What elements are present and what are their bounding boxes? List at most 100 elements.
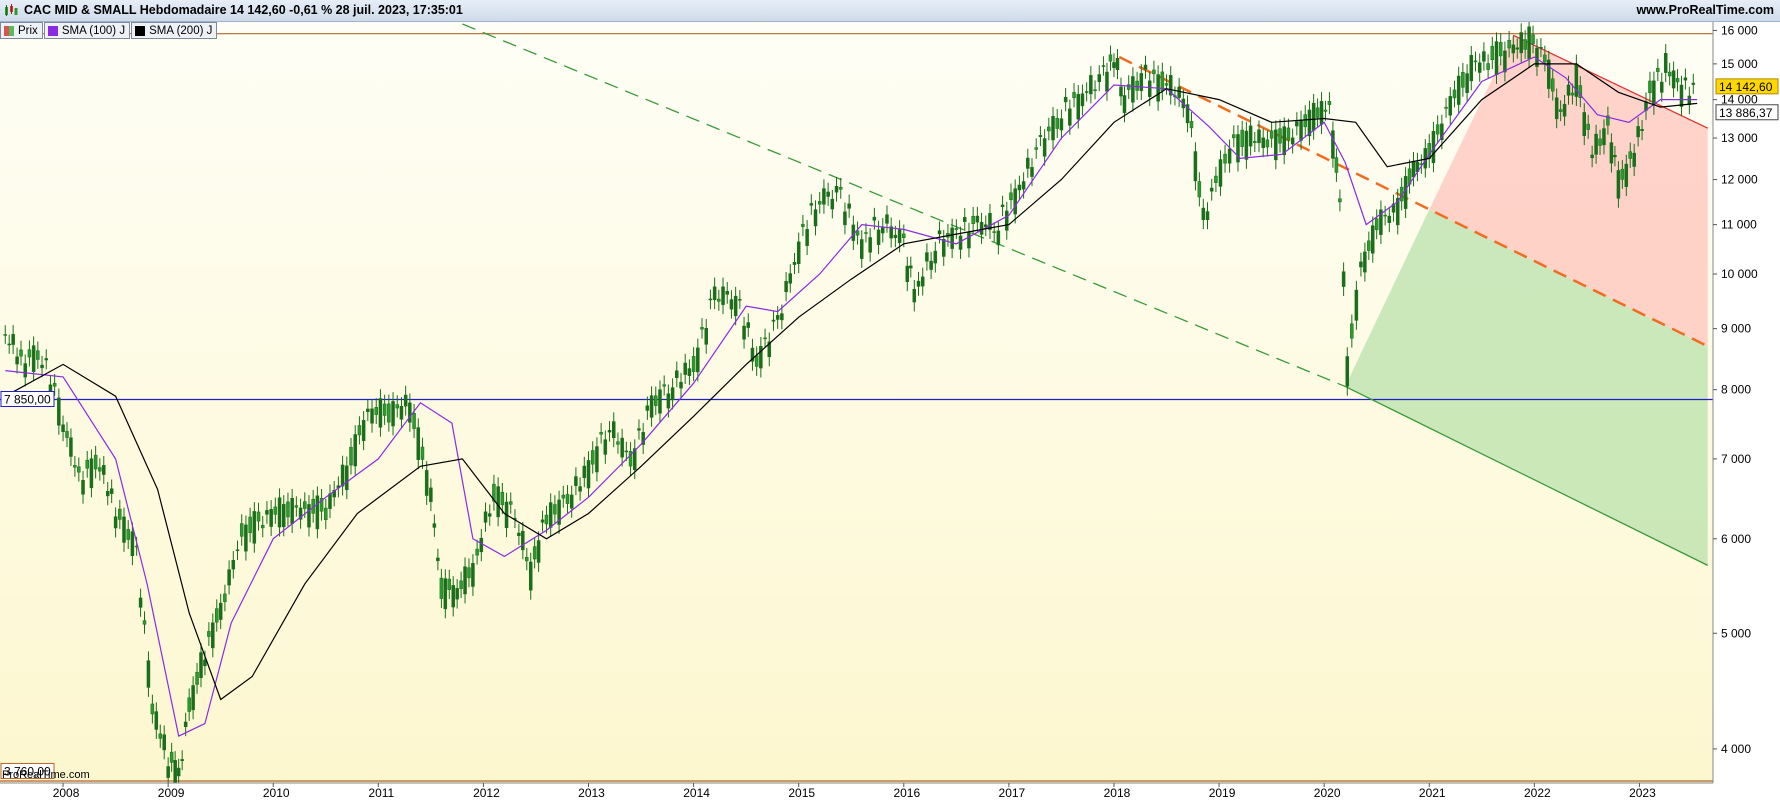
price-candle [455,588,459,600]
price-candle [1570,92,1575,96]
price-candle [11,334,15,345]
price-candle [15,356,19,365]
price-candle [607,430,612,433]
x-tick-label: 2012 [473,786,500,800]
price-candle [52,383,57,387]
price-candle [767,341,772,358]
price-candle [599,432,603,435]
price-candle [1000,204,1005,207]
price-candle [1269,130,1274,139]
price-candle [1367,240,1371,251]
red-projection-zone [1429,35,1708,347]
y-tick-label: 7 000 [1721,452,1751,466]
price-candle [1227,148,1232,164]
price-candle [203,659,207,667]
footer-brand: ProRealTime.com [2,769,90,781]
sma100-line[interactable] [5,56,1698,737]
price-candle [463,566,467,595]
price-candle [1068,108,1072,126]
price-candle [1683,77,1688,81]
green-solid-trendline[interactable] [1344,385,1709,566]
price-candle [387,403,391,423]
price-candle [1539,47,1543,49]
price-candle [1278,128,1282,144]
sma200-line[interactable] [5,63,1698,701]
price-candle [1616,170,1621,199]
chart-title: CAC MID & SMALL Hebdomadaire 14 142,60 -… [24,3,463,17]
price-candle [1554,97,1559,120]
price-candle [1189,121,1194,129]
price-candle [1338,198,1342,203]
price-candle [479,537,484,553]
price-candle [158,733,163,739]
price-candle [843,211,847,226]
price-candle [1452,89,1457,99]
price-candle [395,404,399,409]
price-candle [1490,45,1495,61]
price-candle [260,525,265,529]
price-candle [1290,137,1295,145]
price-candle [544,514,549,525]
site-link[interactable]: www.ProRealTime.com [1636,3,1774,17]
price-candle [1248,125,1253,147]
price-candle [979,221,984,235]
price-candle [374,407,378,415]
price-candle [1523,39,1527,50]
price-candle [1667,71,1672,77]
price-candle [1299,119,1303,141]
price-candle [40,364,44,369]
price-candle [1112,62,1116,68]
price-candle [1164,83,1169,86]
x-tick-label: 2014 [683,786,710,800]
price-candle [687,368,692,376]
red-trendline[interactable] [1513,34,1709,129]
price-candle [603,439,608,455]
price-candle [532,546,537,560]
price-candle [1026,157,1030,169]
price-candle [1030,167,1034,177]
price-candle [150,703,155,715]
price-candle [420,446,425,460]
price-candle [1122,95,1127,114]
price-candle [1511,44,1516,54]
price-candle [1482,51,1486,62]
price-candle [303,501,307,509]
price-candle [557,499,561,525]
x-tick-label: 2020 [1314,786,1341,800]
price-candle [1477,62,1482,73]
price-candle [378,398,383,428]
price-candle [1193,151,1198,182]
level-low-tag: 3 760,00 [4,764,51,778]
price-candle [574,476,578,486]
price-candle [370,408,374,424]
price-candle [319,497,324,512]
legend-item-prix[interactable]: Prix [0,22,43,39]
price-candle [98,467,102,472]
legend-item-sma100[interactable]: SMA (100) J [43,22,131,39]
price-candle [712,286,717,300]
price-candle [496,486,500,518]
legend-label: SMA (200) J [149,24,213,37]
price-candle [675,370,679,378]
green-dashed-trendline[interactable] [462,23,1346,388]
price-candle [670,387,675,401]
price-candle [536,540,541,563]
price-candle [1465,73,1469,93]
legend-item-sma200[interactable]: SMA (200) J [131,22,218,39]
price-candle [817,201,822,205]
price-candle [1387,215,1392,223]
price-candle [324,507,328,521]
price-candle [105,490,110,497]
price-candle [733,295,738,317]
y-tick-label: 13 000 [1721,131,1758,145]
price-candle [729,299,734,310]
price-candle [307,504,311,528]
price-candle [475,548,479,556]
price-candle [860,239,864,259]
price-candle [721,286,725,305]
price-candle [885,214,889,224]
price-candle [1515,47,1520,50]
price-candle [1244,130,1249,160]
price-candle [1547,59,1551,89]
